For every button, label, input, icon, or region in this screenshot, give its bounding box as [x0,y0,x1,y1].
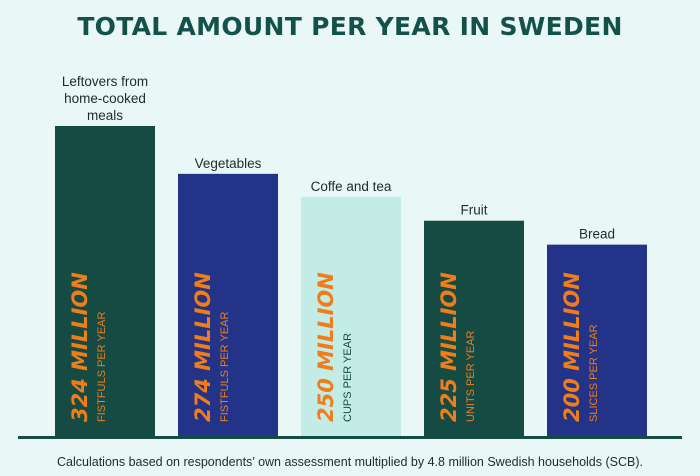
category-label: Vegetables [195,156,262,171]
value-label: 274 MILLION [191,272,215,422]
chart-caption: Calculations based on respondents’ own a… [57,455,643,469]
bar [301,196,401,436]
baseline [18,436,682,439]
value-label: 324 MILLION [68,272,92,422]
bar [55,126,155,436]
unit-label: SLICES PER YEAR [588,324,600,422]
value-label: 250 MILLION [314,272,338,422]
chart-title: TOTAL AMOUNT PER YEAR IN SWEDEN [77,12,623,41]
unit-label: UNITS PER YEAR [465,330,477,422]
bar [424,220,524,436]
category-label: Leftovers from home-cooked meals [62,74,148,123]
category-label: Fruit [461,203,488,218]
bar [178,173,278,436]
unit-label: FISTFULS PER YEAR [96,312,108,422]
bar [547,244,647,436]
unit-label: CUPS PER YEAR [342,333,354,422]
unit-label: FISTFULS PER YEAR [219,312,231,422]
value-label: 225 MILLION [437,272,461,422]
category-label: Bread [579,227,615,242]
category-label: Coffe and tea [311,179,392,194]
value-label: 200 MILLION [560,272,584,422]
